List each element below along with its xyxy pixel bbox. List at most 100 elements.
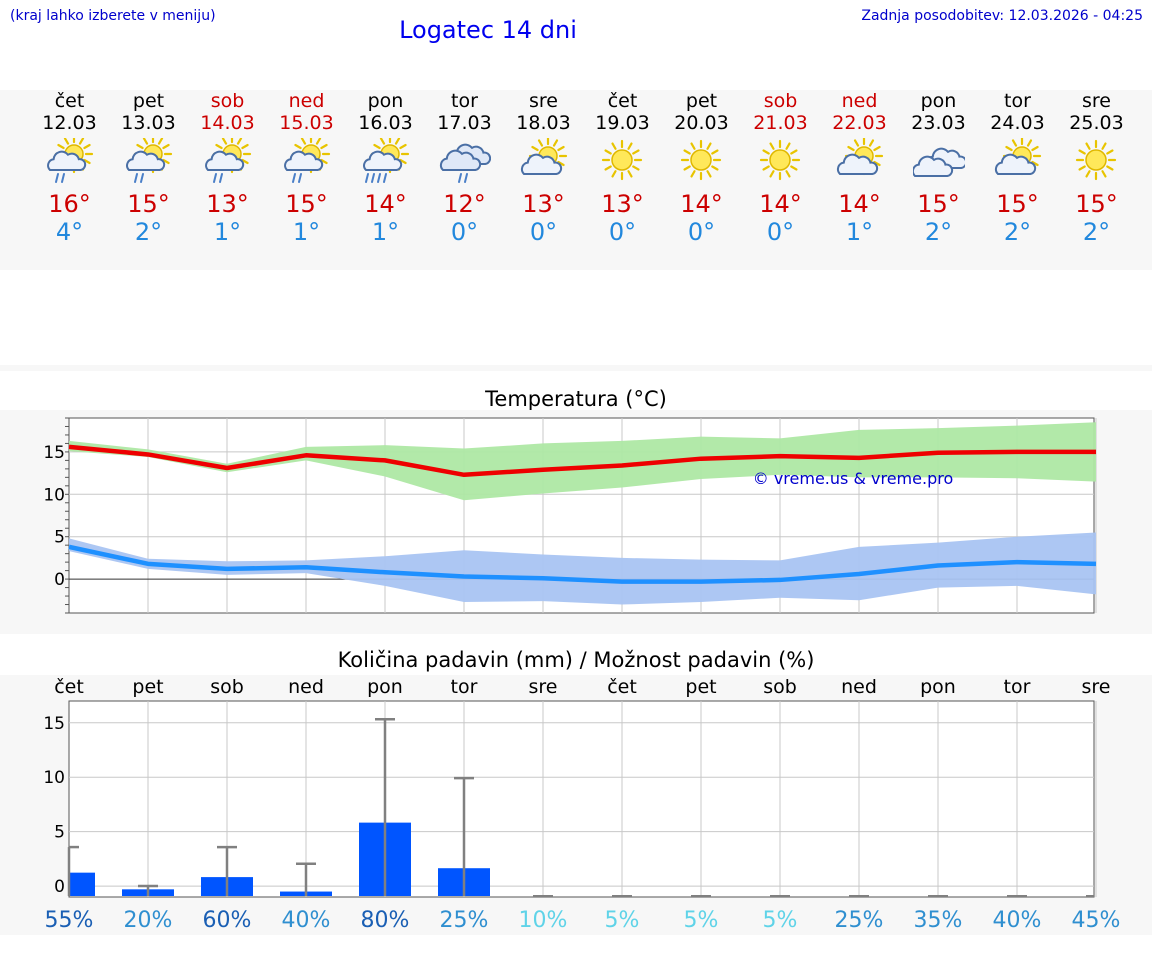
day-column: pet 13.03 15° 2°	[109, 90, 188, 246]
y-tick-label: 10	[43, 485, 65, 505]
sun-cloud-icon	[836, 138, 883, 176]
day-name: pon	[367, 90, 404, 112]
day-date: 12.03	[42, 112, 97, 134]
location-hint-link[interactable]: (kraj lahko izberete v meniju)	[10, 8, 216, 24]
y-tick-label: 15	[43, 714, 65, 734]
x-day-label: ned	[841, 676, 877, 698]
y-tick-label: 10	[43, 768, 65, 788]
y-tick-label: 15	[43, 443, 65, 463]
x-day-label: pon	[367, 676, 403, 698]
x-day-label: čet	[54, 676, 84, 698]
day-date: 25.03	[1069, 112, 1124, 134]
daily-forecast-strip: čet 12.03 16° 4° pet 13.03 15° 2° sob 14.03 13° 1° n…	[0, 90, 1152, 270]
sun-icon	[601, 139, 642, 181]
min-temperature: 1°	[371, 218, 400, 246]
day-date: 18.03	[516, 112, 571, 134]
max-temperature: 16°	[48, 190, 91, 218]
min-temperature: 1°	[845, 218, 874, 246]
day-date: 21.03	[753, 112, 808, 134]
precipitation-probability: 5%	[605, 908, 640, 933]
day-name: pet	[132, 90, 165, 112]
x-day-label: sob	[763, 676, 797, 698]
max-temperature: 13°	[206, 190, 249, 218]
x-day-label: pet	[685, 676, 716, 698]
precipitation-probability: 60%	[203, 908, 252, 933]
min-temperature: 2°	[924, 218, 953, 246]
day-name: pon	[920, 90, 957, 112]
x-day-label: čet	[607, 676, 637, 698]
day-date: 20.03	[674, 112, 729, 134]
precipitation-probability: 25%	[835, 908, 884, 933]
max-temperature-line	[68, 444, 1096, 478]
day-column: sre 18.03 13° 0°	[504, 90, 583, 246]
y-tick-label: 5	[54, 528, 65, 548]
x-day-label: pon	[920, 676, 956, 698]
max-temperature: 13°	[601, 190, 644, 218]
min-temperature: 0°	[529, 218, 558, 246]
day-column: ned 22.03 14° 1°	[820, 90, 899, 246]
day-name: sob	[210, 90, 245, 112]
precipitation-probability: 55%	[45, 908, 94, 933]
day-date: 23.03	[911, 112, 966, 134]
day-date: 19.03	[595, 112, 650, 134]
y-tick-label: 0	[54, 877, 65, 897]
min-temperature-range-band	[69, 532, 1096, 605]
day-column: sob 14.03 13° 1°	[188, 90, 267, 246]
day-column: pon 16.03 14° 1°	[346, 90, 425, 246]
day-column: čet 12.03 16° 4°	[30, 90, 109, 246]
precipitation-probability: 25%	[440, 908, 489, 933]
sun-cloud-heavy-rain-icon	[362, 138, 409, 183]
day-date: 13.03	[121, 112, 176, 134]
min-temperature-line	[68, 544, 1097, 584]
day-name: sob	[763, 90, 798, 112]
day-name: sre	[1082, 90, 1111, 112]
day-name: ned	[288, 90, 325, 112]
day-column: sob 21.03 14° 0°	[741, 90, 820, 246]
precipitation-probability: 80%	[361, 908, 410, 933]
copyright-watermark: © vreme.us & vreme.pro	[753, 469, 954, 488]
temperature-chart: 0 5 10 15 © vreme.us & vreme.pro	[43, 417, 1097, 614]
min-temperature: 2°	[1003, 218, 1032, 246]
day-date: 24.03	[990, 112, 1045, 134]
x-day-label: pet	[132, 676, 163, 698]
day-column: sre 25.03 15° 2°	[1057, 90, 1136, 246]
precipitation-probability: 40%	[282, 908, 331, 933]
max-temperature: 12°	[443, 190, 486, 218]
sun-cloud-icon	[994, 138, 1041, 176]
precipitation-probability: 10%	[519, 908, 568, 933]
precipitation-chart-panel: čet pet sob ned pon tor sre čet pet sob ned pon tor s…	[0, 675, 1152, 935]
x-day-label: tor	[451, 676, 478, 698]
day-column: čet 19.03 13° 0°	[583, 90, 662, 246]
day-name: ned	[841, 90, 878, 112]
precipitation-bar	[69, 872, 95, 896]
min-temperature: 2°	[1082, 218, 1111, 246]
min-temperature: 0°	[766, 218, 795, 246]
max-temperature-range-band	[69, 422, 1096, 501]
x-day-label: tor	[1004, 676, 1031, 698]
min-temperature: 0°	[687, 218, 716, 246]
day-column: pon 23.03 15° 2°	[899, 90, 978, 246]
day-name: čet	[54, 90, 85, 112]
max-temperature: 14°	[364, 190, 407, 218]
day-date: 22.03	[832, 112, 887, 134]
sun-cloud-rain-icon	[46, 138, 93, 183]
day-name: tor	[451, 90, 478, 112]
day-column: ned 15.03 15° 1°	[267, 90, 346, 246]
precipitation-probability: 5%	[684, 908, 719, 933]
precipitation-chart: čet pet sob ned pon tor sre čet pet sob ned pon tor s…	[43, 676, 1120, 933]
sun-cloud-icon	[520, 138, 567, 176]
day-date: 14.03	[200, 112, 255, 134]
max-temperature: 15°	[127, 190, 170, 218]
temperature-chart-panel: 0 5 10 15 © vreme.us & vreme.pro	[0, 410, 1152, 634]
y-tick-label: 5	[54, 823, 65, 843]
day-column: tor 24.03 15° 2°	[978, 90, 1057, 246]
x-day-label: sre	[1082, 676, 1111, 698]
cloud-rain-icon	[439, 143, 491, 183]
day-name: sre	[529, 90, 558, 112]
min-temperature: 4°	[55, 218, 84, 246]
min-temperature: 0°	[608, 218, 637, 246]
sun-cloud-rain-icon	[125, 138, 172, 183]
max-temperature: 15°	[917, 190, 960, 218]
x-day-label: sre	[529, 676, 558, 698]
max-temperature: 15°	[285, 190, 328, 218]
